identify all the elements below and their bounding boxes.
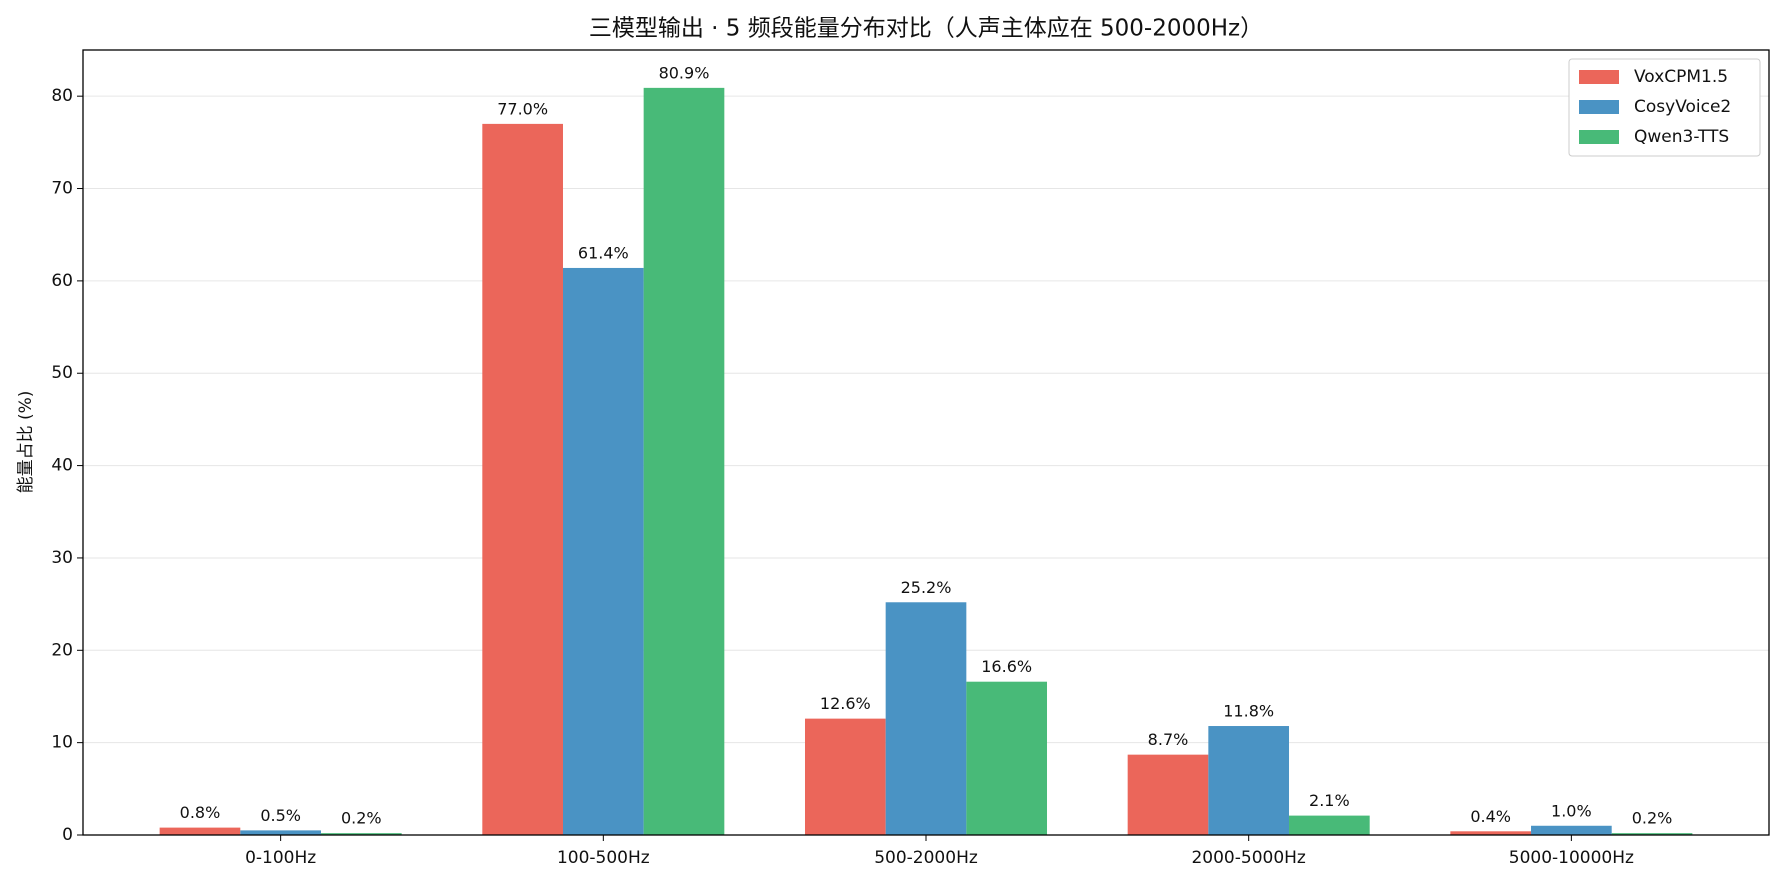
value-label: 8.7%	[1148, 730, 1189, 749]
legend-label: Qwen3-TTS	[1634, 127, 1729, 147]
y-tick-label: 40	[51, 456, 73, 476]
bar	[240, 830, 321, 835]
y-tick-label: 20	[51, 640, 73, 660]
y-tick-label: 50	[51, 363, 73, 383]
plot-frame	[82, 49, 1770, 836]
legend-label: CosyVoice2	[1634, 97, 1731, 117]
y-tick-label: 70	[51, 179, 73, 199]
bar	[159, 827, 241, 835]
legend-swatch	[1579, 70, 1619, 84]
value-label: 80.9%	[659, 63, 710, 82]
bar	[966, 681, 1048, 835]
value-label: 25.2%	[901, 578, 952, 597]
y-tick-label: 30	[51, 548, 73, 568]
value-label: 0.5%	[260, 806, 301, 825]
value-label: 2.1%	[1309, 791, 1350, 810]
bar	[643, 87, 725, 836]
y-tick-label: 80	[51, 86, 73, 106]
x-tick-label: 2000-5000Hz	[1191, 848, 1305, 868]
value-label: 1.0%	[1551, 801, 1592, 820]
bar	[1127, 754, 1209, 835]
bar	[885, 602, 967, 835]
x-tick-label: 500-2000Hz	[874, 848, 978, 868]
value-label: 12.6%	[820, 694, 871, 713]
value-label: 0.2%	[1632, 809, 1673, 828]
value-label: 61.4%	[578, 243, 629, 262]
bar	[1450, 831, 1532, 835]
value-label: 0.2%	[341, 809, 382, 828]
bar	[1531, 825, 1612, 835]
bar	[320, 833, 402, 835]
y-tick-label: 10	[51, 733, 73, 753]
value-label: 0.4%	[1470, 807, 1511, 826]
bar	[482, 123, 563, 836]
value-label: 16.6%	[981, 657, 1032, 676]
legend: VoxCPM1.5 CosyVoice2 Qwen3-TTS	[1568, 58, 1761, 157]
bar	[804, 718, 886, 835]
bar	[1289, 815, 1370, 835]
legend-swatch	[1579, 100, 1619, 114]
value-label: 11.8%	[1223, 702, 1274, 721]
y-tick-label: 0	[62, 825, 73, 845]
y-tick-label: 60	[51, 271, 73, 291]
bar	[1208, 726, 1290, 835]
x-tick-label: 100-500Hz	[557, 848, 650, 868]
bar	[1611, 833, 1693, 835]
value-label: 77.0%	[497, 99, 548, 118]
value-label: 0.8%	[180, 803, 221, 822]
y-axis-label: 能量占比 (%)	[16, 391, 36, 494]
legend-swatch	[1579, 130, 1619, 144]
bar	[562, 267, 644, 835]
x-tick-label: 5000-10000Hz	[1509, 848, 1634, 868]
chart-title: 三模型输出 · 5 频段能量分布对比（人声主体应在 500-2000Hz）	[589, 16, 1263, 42]
x-tick-label: 0-100Hz	[245, 848, 316, 868]
legend-label: VoxCPM1.5	[1634, 67, 1728, 87]
